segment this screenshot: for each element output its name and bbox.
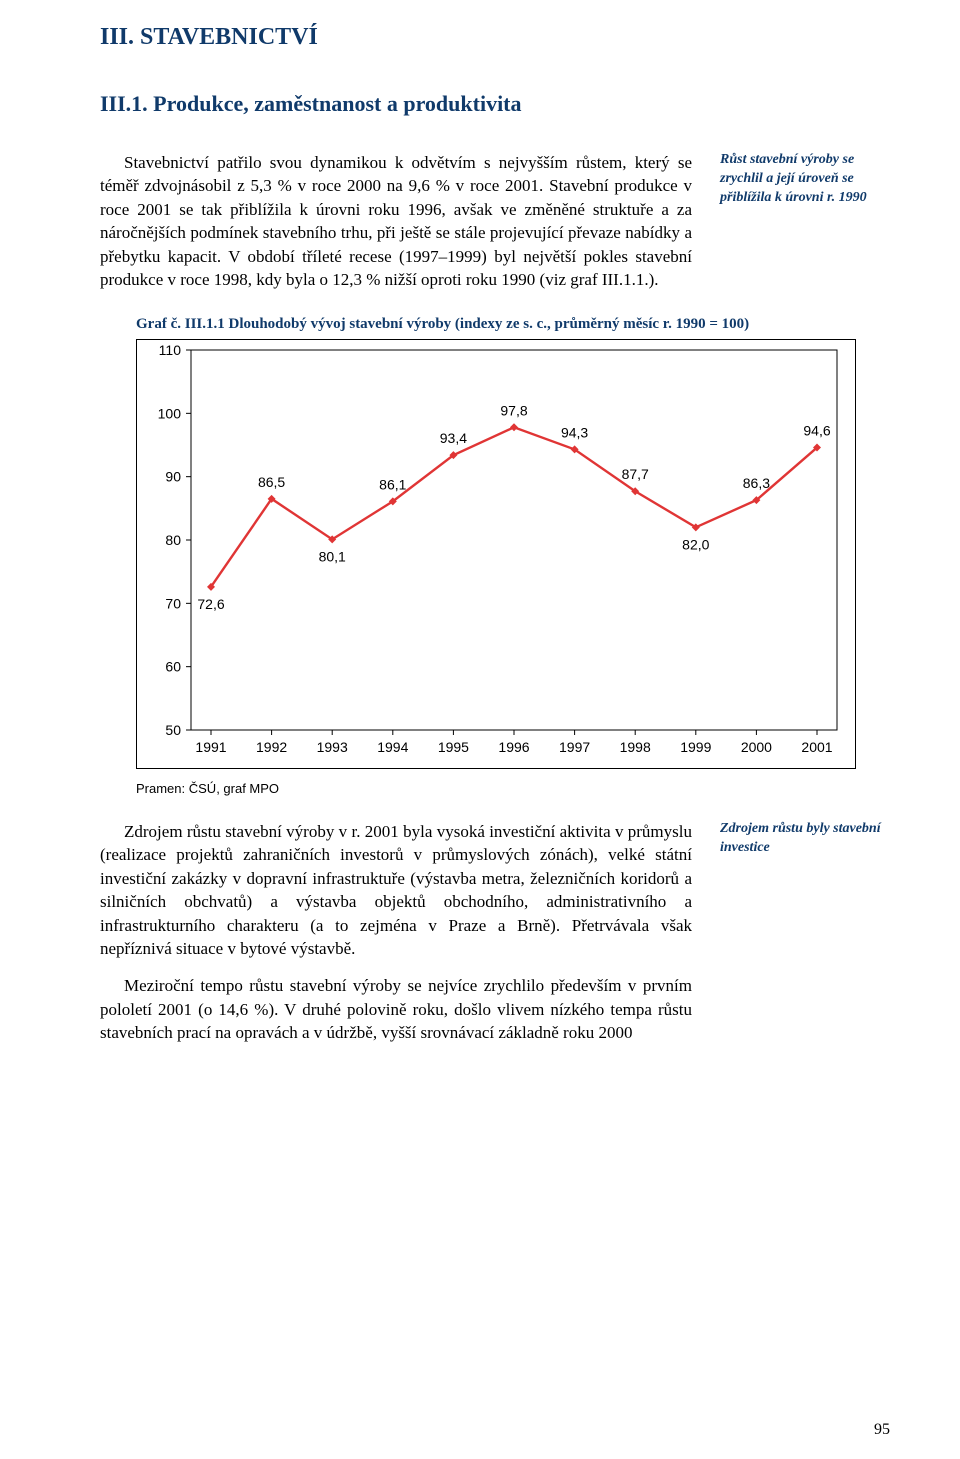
svg-text:1995: 1995 [438, 739, 469, 755]
svg-text:110: 110 [159, 342, 182, 358]
svg-text:1992: 1992 [256, 739, 287, 755]
svg-text:1998: 1998 [620, 739, 651, 755]
svg-text:1999: 1999 [680, 739, 711, 755]
svg-text:80,1: 80,1 [319, 548, 346, 564]
lead-paragraph: Stavebnictví patřilo svou dynamikou k od… [100, 151, 720, 292]
page-title: III. STAVEBNICTVÍ [100, 24, 890, 51]
svg-text:50: 50 [165, 722, 181, 738]
svg-text:60: 60 [165, 658, 181, 674]
svg-text:86,5: 86,5 [258, 474, 285, 490]
svg-text:94,3: 94,3 [561, 424, 588, 440]
paragraph-2-text: Zdrojem růstu stavební výroby v r. 2001 … [100, 820, 692, 961]
svg-text:80: 80 [165, 532, 181, 548]
svg-text:87,7: 87,7 [622, 466, 649, 482]
line-chart: 50 60 70 80 90 100 110 1991 1992 1993 1994 1995 1996… [137, 340, 857, 770]
svg-text:100: 100 [158, 405, 182, 421]
chart-source: Pramen: ČSÚ, graf MPO [136, 781, 890, 796]
svg-text:1996: 1996 [498, 739, 529, 755]
svg-text:86,3: 86,3 [743, 475, 770, 491]
paragraph-3-text: Meziroční tempo růstu stavební výroby se… [100, 974, 692, 1044]
page-number: 95 [874, 1421, 890, 1439]
svg-text:1997: 1997 [559, 739, 590, 755]
svg-text:72,6: 72,6 [197, 596, 224, 612]
paragraph-1-text: Stavebnictví patřilo svou dynamikou k od… [100, 151, 692, 292]
svg-text:97,8: 97,8 [500, 402, 527, 418]
section-title: III.1. Produkce, zaměstnanost a produkti… [100, 91, 890, 117]
svg-text:1993: 1993 [317, 739, 348, 755]
svg-text:90: 90 [165, 468, 181, 484]
svg-text:1994: 1994 [377, 739, 408, 755]
svg-text:94,6: 94,6 [803, 422, 830, 438]
svg-text:70: 70 [165, 595, 181, 611]
svg-text:82,0: 82,0 [682, 536, 709, 552]
svg-text:2000: 2000 [741, 739, 772, 755]
svg-text:86,1: 86,1 [379, 476, 406, 492]
chart-title: Graf č. III.1.1 Dlouhodobý vývoj stavebn… [136, 316, 890, 333]
chart-container: 50 60 70 80 90 100 110 1991 1992 1993 1994 1995 1996… [136, 339, 890, 769]
svg-text:93,4: 93,4 [440, 430, 467, 446]
second-paragraphs: Zdrojem růstu stavební výroby v r. 2001 … [100, 820, 720, 1059]
second-block: Zdrojem růstu stavební výroby v r. 2001 … [100, 820, 890, 1059]
svg-text:1991: 1991 [195, 739, 226, 755]
lead-block: Stavebnictví patřilo svou dynamikou k od… [100, 151, 890, 292]
sidenote-2: Zdrojem růstu byly stavební investice [720, 820, 890, 858]
sidenote-1: Růst stavební výroby se zrychlil a její … [720, 151, 890, 208]
svg-text:2001: 2001 [801, 739, 832, 755]
chart-frame: 50 60 70 80 90 100 110 1991 1992 1993 1994 1995 1996… [136, 339, 856, 769]
